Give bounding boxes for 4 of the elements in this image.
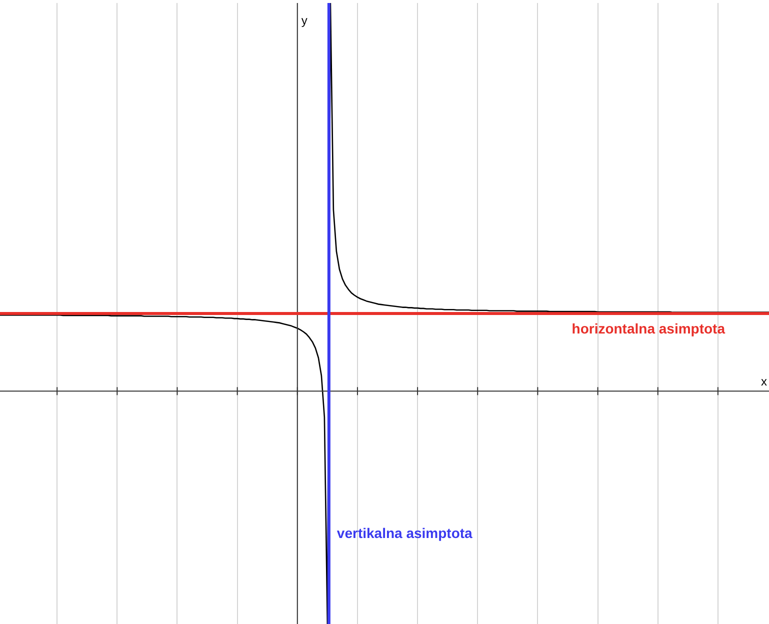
ref-line-label: horizontalna asimptota xyxy=(572,320,726,336)
y-axis-title: y xyxy=(301,13,308,28)
text: vertikalna asimptota xyxy=(336,524,472,541)
x-axis-title: x xyxy=(761,374,767,388)
